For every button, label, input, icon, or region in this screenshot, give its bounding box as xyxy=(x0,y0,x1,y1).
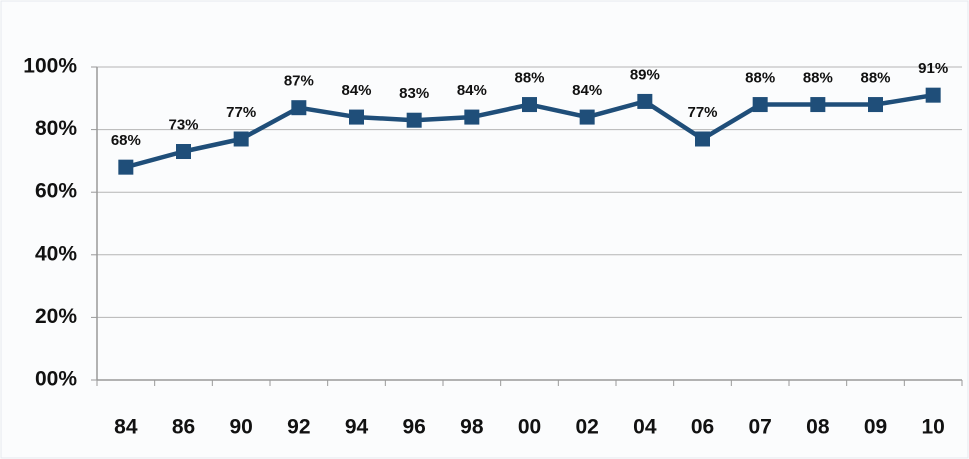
y-tick-label: 80% xyxy=(35,117,77,140)
value-label: 88% xyxy=(803,70,833,87)
marker xyxy=(349,109,364,125)
marker xyxy=(810,97,826,113)
value-label: 84% xyxy=(572,82,602,99)
value-label: 87% xyxy=(284,73,314,90)
x-tick-label: 04 xyxy=(633,416,657,439)
x-tick-label: 90 xyxy=(229,416,252,439)
value-label: 89% xyxy=(630,66,660,83)
x-tick-label: 08 xyxy=(806,416,830,439)
x-tick-label: 98 xyxy=(460,416,484,439)
x-tick-label: 10 xyxy=(921,416,944,439)
marker xyxy=(406,112,422,128)
marker xyxy=(637,93,653,109)
value-label: 77% xyxy=(226,104,256,121)
marker xyxy=(176,144,191,160)
marker xyxy=(464,109,480,125)
value-label: 91% xyxy=(918,60,948,77)
value-label: 88% xyxy=(860,70,890,87)
value-label: 68% xyxy=(111,132,141,149)
x-tick-label: 00 xyxy=(518,416,541,439)
x-tick-label: 94 xyxy=(345,416,369,439)
value-label: 88% xyxy=(514,70,544,87)
marker xyxy=(695,131,710,147)
marker xyxy=(868,97,883,113)
value-label: 88% xyxy=(745,70,775,87)
x-tick-label: 07 xyxy=(748,416,771,439)
value-label: 77% xyxy=(687,104,717,121)
x-tick-label: 92 xyxy=(287,416,310,439)
x-tick-label: 96 xyxy=(402,416,425,439)
marker xyxy=(925,87,941,103)
y-tick-label: 100% xyxy=(23,55,77,78)
y-tick-label: 00% xyxy=(35,368,77,391)
marker xyxy=(233,131,249,147)
x-tick-label: 02 xyxy=(575,416,598,439)
value-label: 83% xyxy=(399,85,429,102)
value-label: 84% xyxy=(457,82,487,99)
x-tick-label: 86 xyxy=(172,416,195,439)
marker xyxy=(579,109,595,125)
y-tick-label: 40% xyxy=(35,242,77,265)
marker xyxy=(752,97,768,113)
x-tick-label: 09 xyxy=(864,416,887,439)
marker xyxy=(522,97,537,113)
y-tick-label: 20% xyxy=(35,305,77,328)
y-tick-label: 60% xyxy=(35,180,77,203)
marker xyxy=(291,100,307,116)
x-tick-label: 06 xyxy=(691,416,714,439)
x-tick-label: 84 xyxy=(114,416,138,439)
value-label: 73% xyxy=(168,116,198,133)
value-label: 84% xyxy=(341,82,371,99)
marker xyxy=(118,159,134,175)
